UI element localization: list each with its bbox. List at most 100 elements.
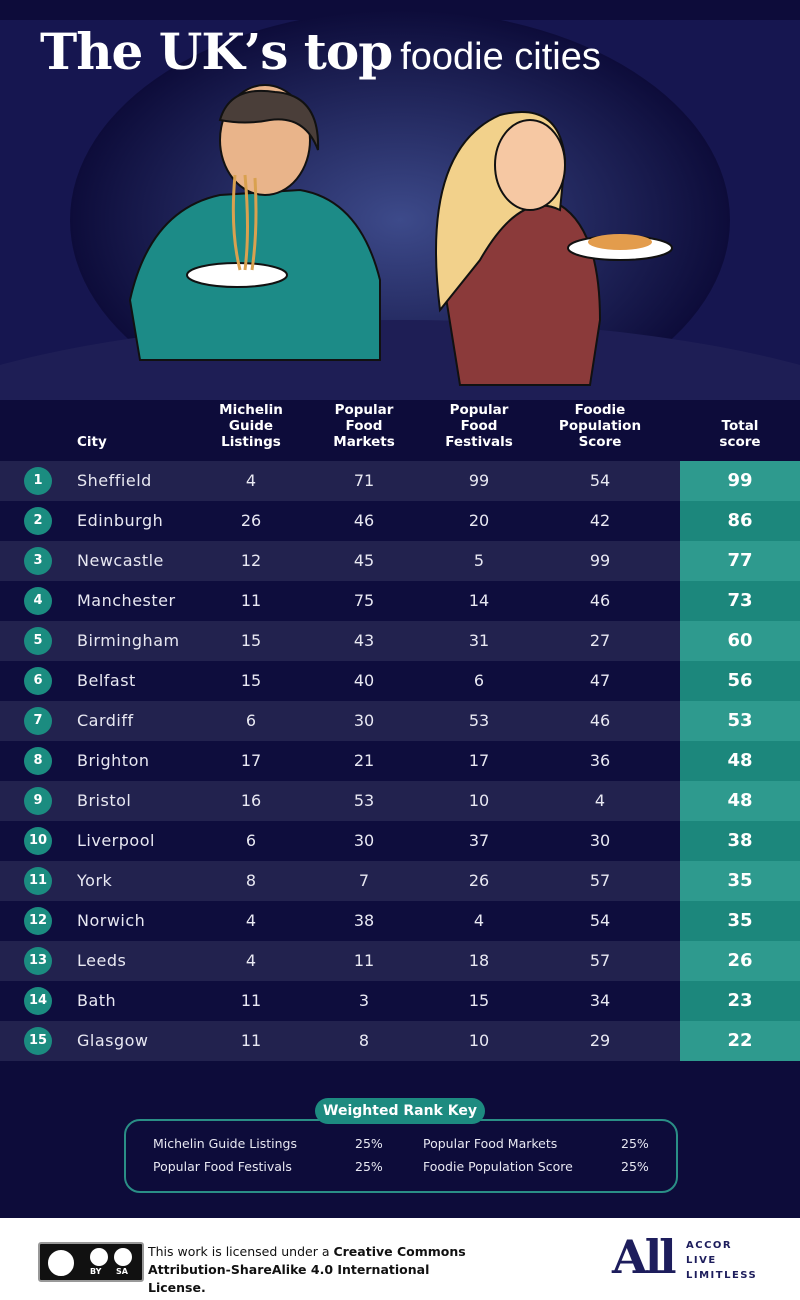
table-row: 1 Sheffield 4 71 99 54 99: [0, 461, 800, 501]
table-cell: 5: [473, 551, 485, 570]
total-score: 77: [727, 550, 753, 571]
table-cell: 75: [353, 591, 375, 610]
license-link[interactable]: Creative Commons Attribution-ShareAlike …: [148, 1244, 466, 1295]
total-score: 99: [727, 470, 753, 491]
table-cell: 57: [589, 871, 611, 890]
table-row: 11 York 8 7 26 57 35: [0, 861, 800, 901]
table-cell: 43: [353, 631, 375, 650]
table-cell: 6: [245, 711, 257, 730]
table-cell: 16: [240, 791, 262, 810]
cc-icon: [46, 1248, 76, 1278]
total-score: 48: [727, 750, 753, 771]
table-cell: 30: [353, 711, 375, 730]
key-item-weight: 25%: [621, 1159, 649, 1174]
table-row: 12 Norwich 4 38 4 54 35: [0, 901, 800, 941]
table-row: 14 Bath 11 3 15 34 23: [0, 981, 800, 1021]
table-row: 13 Leeds 4 11 18 57 26: [0, 941, 800, 981]
table-cell: 11: [240, 991, 262, 1010]
table-cell: 71: [353, 471, 375, 490]
footer: BY SA This work is licensed under a Crea…: [0, 1218, 800, 1300]
city-name: Bath: [77, 991, 117, 1010]
rank-badge: 4: [24, 587, 52, 615]
key-item-weight: 25%: [355, 1136, 383, 1151]
sa-label: SA: [116, 1267, 128, 1276]
city-name: Glasgow: [77, 1031, 149, 1050]
total-cell-bg: [680, 741, 800, 781]
title-bold: The UK’s top: [40, 22, 393, 81]
license-text: This work is licensed under a: [148, 1244, 330, 1259]
table-cell: 54: [589, 911, 611, 930]
key-item-name: Popular Food Markets: [423, 1136, 558, 1151]
rank-badge: 3: [24, 547, 52, 575]
table-cell: 14: [468, 591, 490, 610]
table-cell: 53: [468, 711, 490, 730]
table-cell: 30: [589, 831, 611, 850]
total-score: 35: [727, 870, 753, 891]
table-cell: 3: [358, 991, 370, 1010]
table-row: 4 Manchester 11 75 14 46 73: [0, 581, 800, 621]
table-cell: 45: [353, 551, 375, 570]
table-cell: 99: [468, 471, 490, 490]
table-row: 10 Liverpool 6 30 37 30 38: [0, 821, 800, 861]
city-name: Manchester: [77, 591, 176, 610]
table-cell: 4: [245, 951, 257, 970]
key-item-weight: 25%: [355, 1159, 383, 1174]
city-name: Brighton: [77, 751, 150, 770]
table-cell: 46: [589, 711, 611, 730]
total-score: 35: [727, 910, 753, 931]
table-cell: 37: [468, 831, 490, 850]
total-cell-bg: [680, 861, 800, 901]
total-cell-bg: [680, 621, 800, 661]
total-cell-bg: [680, 541, 800, 581]
total-cell-bg: [680, 701, 800, 741]
cc-badge: BY SA: [38, 1242, 144, 1282]
table-cell: 42: [589, 511, 611, 530]
table-cell: 17: [468, 751, 490, 770]
total-cell-bg: [680, 1021, 800, 1061]
table-row: 6 Belfast 15 40 6 47 56: [0, 661, 800, 701]
total-score: 60: [727, 630, 753, 651]
table-cell: 34: [589, 991, 611, 1010]
total-score: 53: [727, 710, 753, 731]
city-name: Norwich: [77, 911, 146, 930]
city-name: Newcastle: [77, 551, 164, 570]
table-row: 3 Newcastle 12 45 5 99 77: [0, 541, 800, 581]
city-name: Sheffield: [77, 471, 152, 490]
table-row: 15 Glasgow 11 8 10 29 22: [0, 1021, 800, 1061]
total-cell-bg: [680, 821, 800, 861]
total-cell-bg: [680, 781, 800, 821]
table-cell: 10: [468, 791, 490, 810]
rank-badge: 1: [24, 467, 52, 495]
title: The UK’s top foodie cities: [40, 22, 601, 81]
total-score: 56: [727, 670, 753, 691]
table-cell: 21: [353, 751, 375, 770]
table-cell: 29: [589, 1031, 611, 1050]
column-header: Total score: [719, 418, 761, 450]
total-cell-bg: [680, 981, 800, 1021]
rank-badge: 14: [24, 987, 52, 1015]
total-score: 26: [727, 950, 753, 971]
table-cell: 53: [353, 791, 375, 810]
table-row: 7 Cardiff 6 30 53 46 53: [0, 701, 800, 741]
total-score: 73: [727, 590, 753, 611]
total-cell-bg: [680, 901, 800, 941]
key-item-weight: 25%: [621, 1136, 649, 1151]
total-score: 22: [727, 1030, 753, 1051]
sa-icon: [114, 1248, 132, 1266]
plate: [186, 262, 288, 288]
rank-badge: 12: [24, 907, 52, 935]
column-header: Michelin Guide Listings: [219, 402, 283, 450]
rank-badge: 7: [24, 707, 52, 735]
table-cell: 11: [353, 951, 375, 970]
column-header: Popular Food Markets: [333, 402, 395, 450]
table-cell: 10: [468, 1031, 490, 1050]
illustration: [0, 10, 800, 400]
table-cell: 4: [473, 911, 485, 930]
key-item-name: Popular Food Festivals: [153, 1159, 292, 1174]
pasta: [588, 234, 652, 250]
key-label: Weighted Rank Key: [315, 1098, 485, 1124]
city-name: Liverpool: [77, 831, 155, 850]
table-cell: 6: [473, 671, 485, 690]
table-cell: 20: [468, 511, 490, 530]
